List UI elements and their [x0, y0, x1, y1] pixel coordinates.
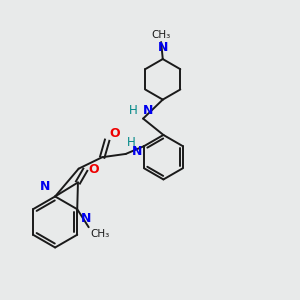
Text: N: N	[40, 179, 50, 193]
Text: CH₃: CH₃	[90, 229, 109, 239]
Text: O: O	[110, 127, 120, 140]
Text: N: N	[132, 145, 142, 158]
Text: H: H	[128, 104, 137, 117]
Text: H: H	[126, 136, 135, 149]
Text: N: N	[142, 104, 153, 117]
Text: O: O	[88, 163, 99, 176]
Text: CH₃: CH₃	[152, 30, 171, 40]
Text: N: N	[81, 212, 92, 225]
Text: N: N	[158, 41, 168, 55]
